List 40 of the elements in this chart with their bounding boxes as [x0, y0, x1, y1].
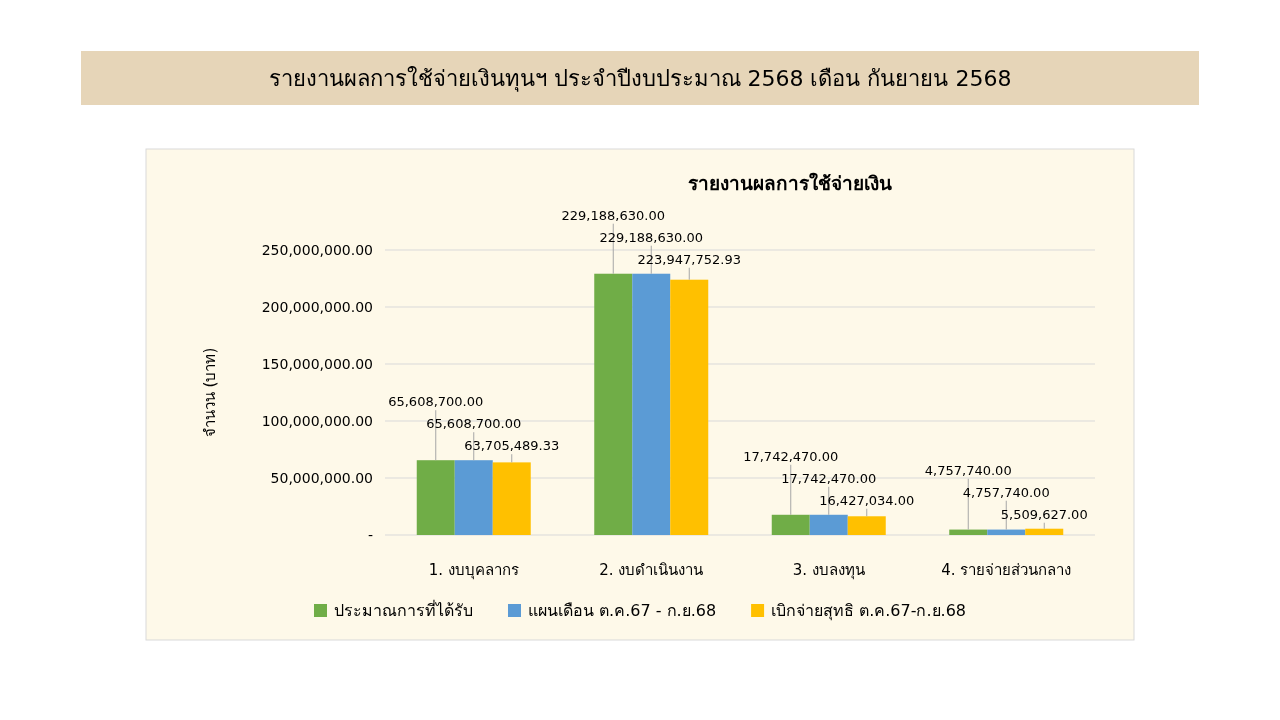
data-label: 229,188,630.00: [561, 207, 665, 223]
bar: [492, 462, 531, 535]
data-label: 63,705,489.33: [464, 438, 560, 454]
data-label: 65,608,700.00: [426, 416, 522, 432]
legend-label: เบิกจ่ายสุทธิ ต.ค.67-ก.ย.68: [771, 601, 967, 621]
y-tick-label: 250,000,000.00: [261, 242, 373, 258]
y-tick-label: 100,000,000.00: [261, 413, 373, 429]
legend-label: แผนเดือน ต.ค.67 - ก.ย.68: [527, 601, 717, 620]
y-axis-title: จำนวน (บาท): [201, 347, 219, 438]
bar: [847, 516, 886, 535]
data-label: 4,757,740.00: [962, 484, 1050, 500]
data-label: 65,608,700.00: [388, 394, 484, 410]
bar: [594, 273, 633, 535]
bar: [632, 273, 671, 535]
bar: [771, 514, 810, 535]
bar: [949, 529, 988, 535]
x-tick-label: 4. รายจ่ายส่วนกลาง: [941, 561, 1072, 579]
y-tick-label: 150,000,000.00: [261, 356, 373, 372]
chart-subtitle: รายงานผลการใช้จ่ายเงิน: [688, 172, 892, 194]
x-tick-label: 1. งบบุคลากร: [428, 561, 519, 580]
y-tick-label: 50,000,000.00: [270, 470, 373, 486]
x-tick-label: 3. งบลงทุน: [792, 561, 865, 580]
bar: [454, 460, 493, 535]
data-label: 17,742,470.00: [743, 448, 839, 464]
data-label: 17,742,470.00: [781, 470, 877, 486]
y-tick-label: -: [367, 527, 373, 543]
data-label: 5,509,627.00: [1000, 506, 1088, 522]
bar: [670, 279, 709, 535]
y-tick-label: 200,000,000.00: [261, 299, 373, 315]
chart-title: รายงานผลการใช้จ่ายเงินทุนฯ ประจำปีงบประมาณ 2568 เดือน กันยายน 2568: [268, 66, 1012, 92]
data-label: 223,947,752.93: [637, 251, 741, 267]
data-label: 229,188,630.00: [599, 229, 703, 245]
data-label: 16,427,034.00: [819, 492, 915, 508]
bar: [987, 529, 1026, 535]
bar: [809, 514, 848, 535]
legend-label: ประมาณการที่ได้รับ: [333, 599, 473, 620]
x-tick-label: 2. งบดำเนินงาน: [599, 561, 704, 579]
bar: [1025, 528, 1064, 535]
data-label: 4,757,740.00: [924, 462, 1012, 478]
bar: [416, 460, 455, 535]
